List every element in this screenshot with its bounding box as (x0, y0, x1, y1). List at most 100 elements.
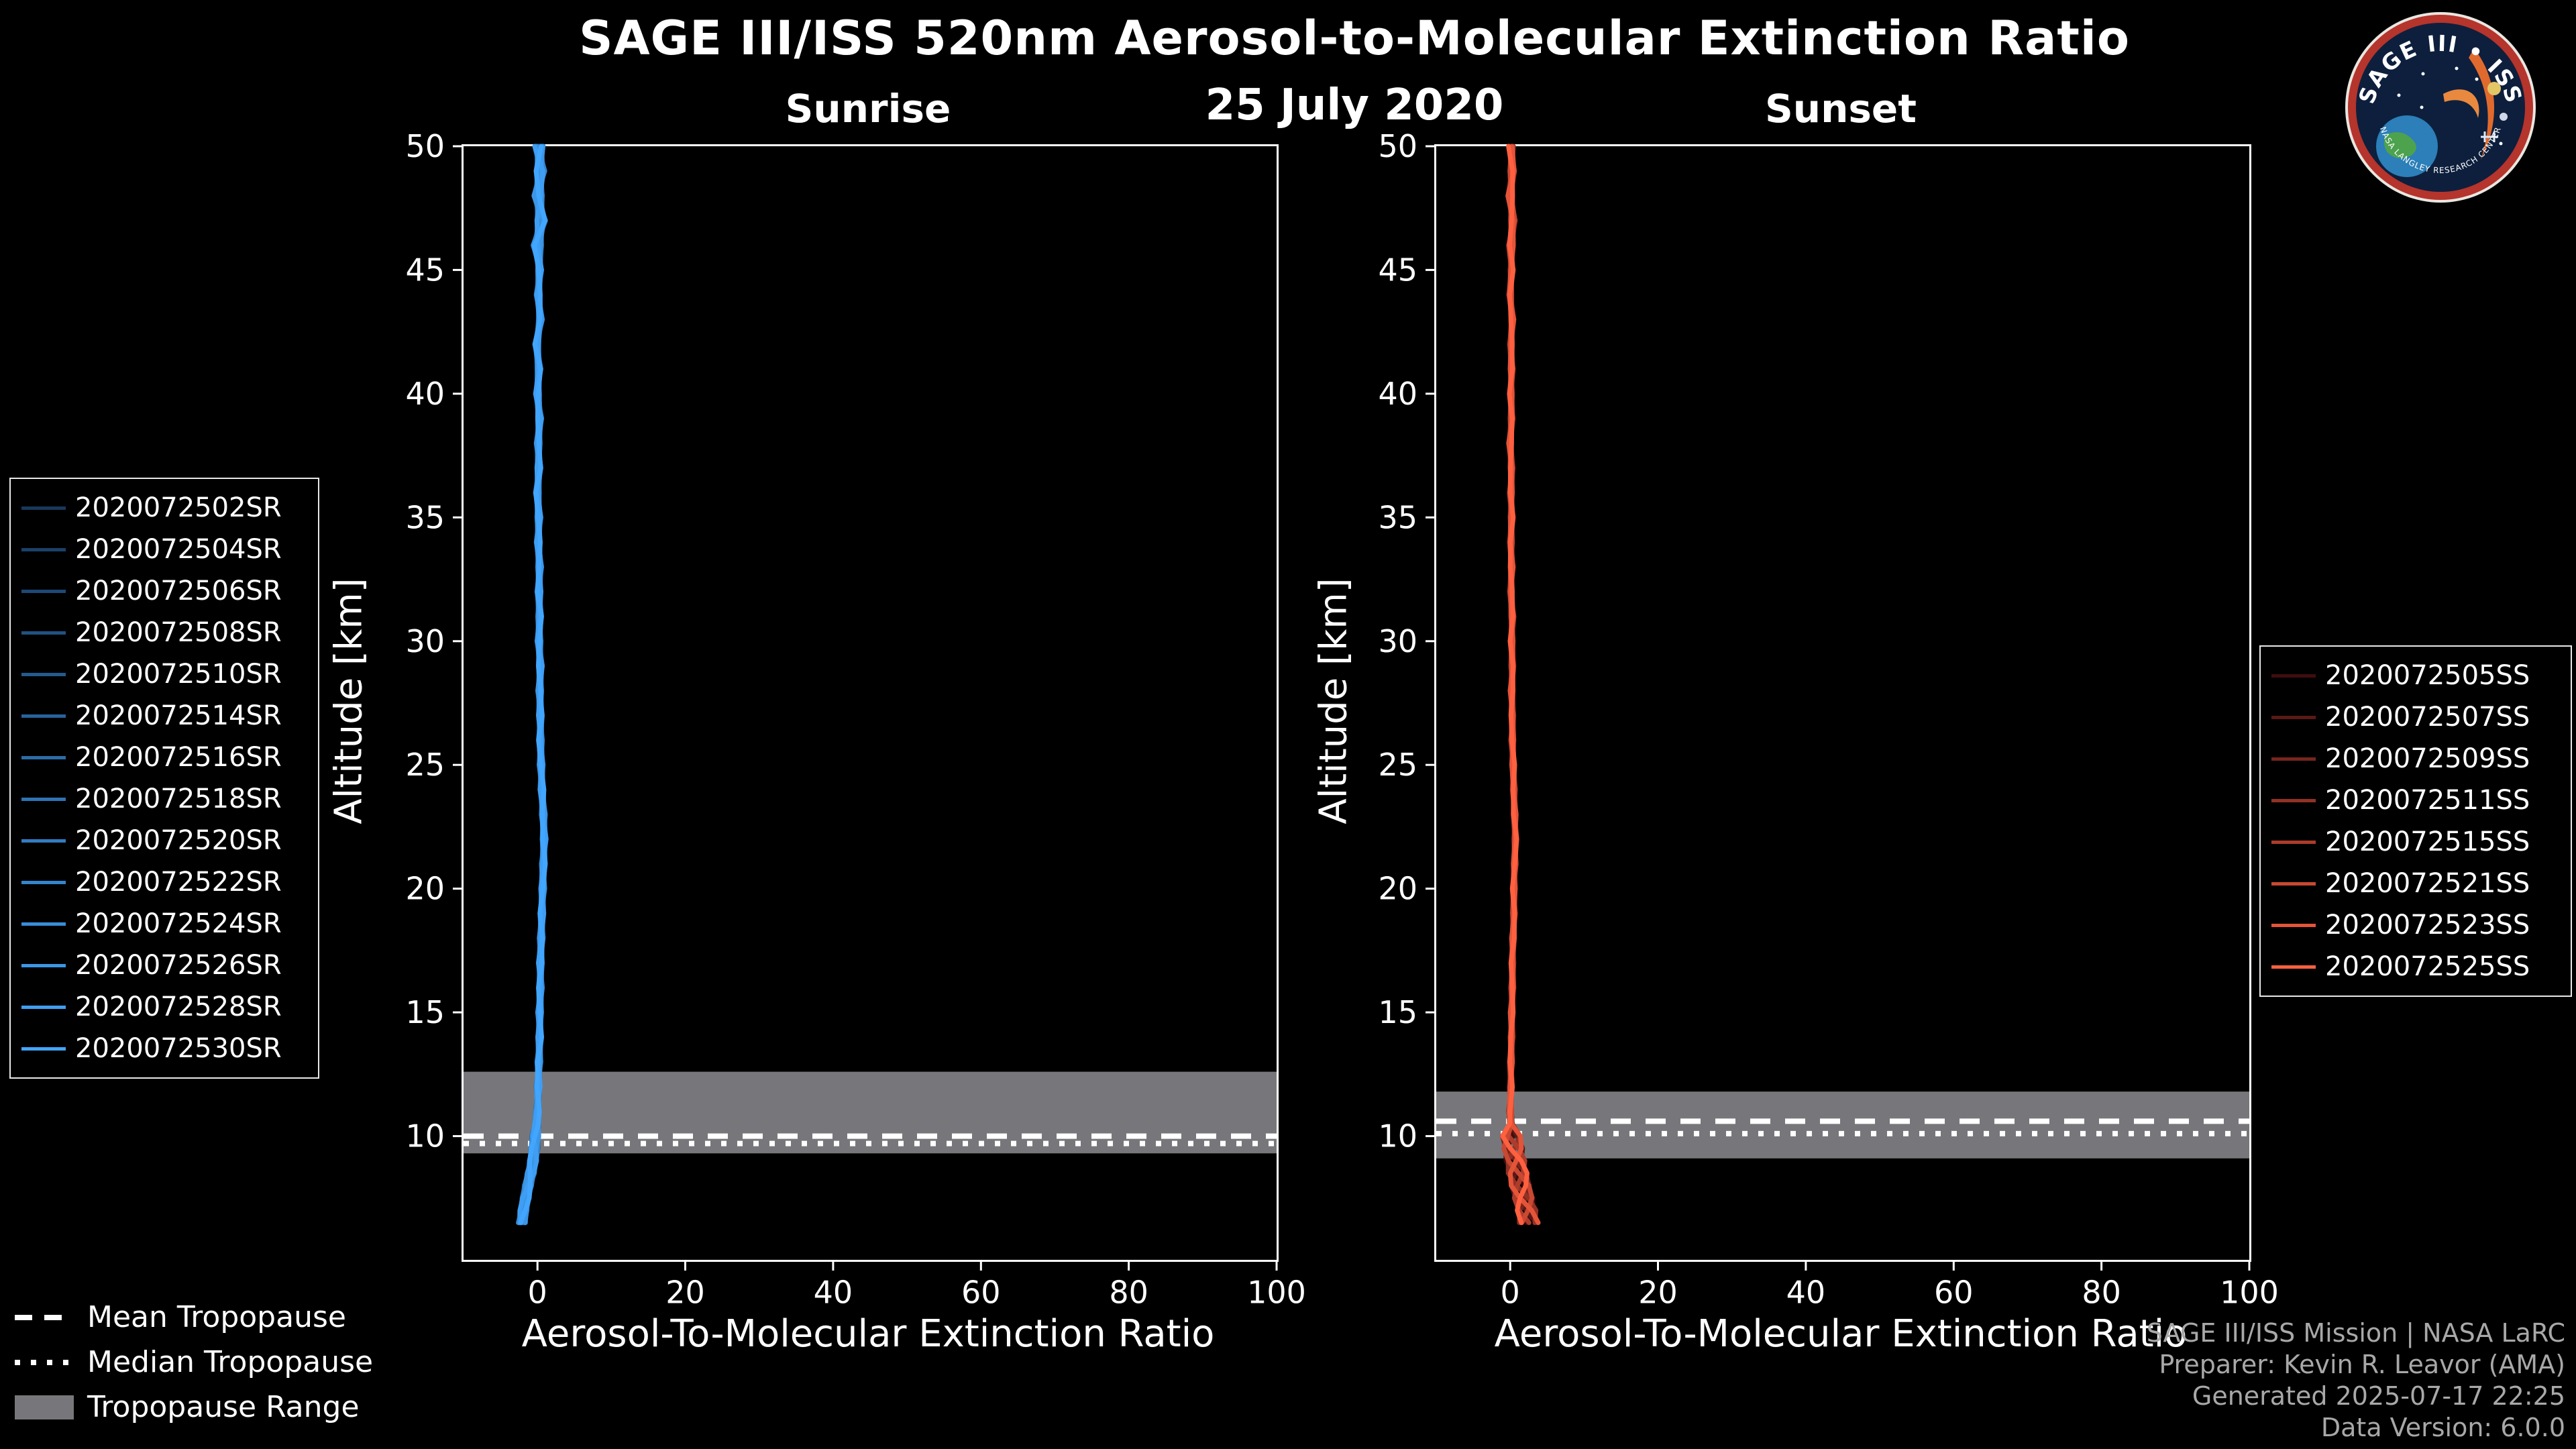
logo-figure (2469, 48, 2495, 160)
legend-label: 2020072506SR (75, 576, 282, 606)
legend-label: 2020072518SR (75, 784, 282, 814)
legend-color-swatch (2271, 881, 2316, 885)
legend-entry: 2020072508SR (21, 612, 307, 653)
y-tick-label: 40 (405, 376, 445, 412)
y-tick-label: 20 (405, 871, 445, 907)
credit-line-mission: SAGE III/ISS Mission | NASA LaRC (2146, 1318, 2565, 1348)
dotted-line-swatch (15, 1359, 74, 1365)
y-tick-label: 35 (1378, 499, 1417, 535)
y-tick-label: 10 (1378, 1118, 1417, 1155)
legend-color-swatch (21, 506, 66, 510)
credit-line-generated: Generated 2025-07-17 22:25 (2192, 1381, 2565, 1411)
figure-title: SAGE III/ISS 520nm Aerosol-to-Molecular … (579, 11, 2130, 66)
credits: SAGE III/ISS Mission | NASA LaRC Prepare… (2147, 1318, 2565, 1444)
legend-label: 2020072507SS (2325, 702, 2530, 733)
legend-label: 2020072525SS (2325, 951, 2530, 982)
legend-color-swatch (21, 547, 66, 551)
y-tick-label: 25 (405, 747, 445, 783)
mean-tropopause-label: Mean Tropopause (87, 1300, 346, 1334)
y-tick-label: 30 (405, 623, 445, 659)
legend-color-swatch (2271, 757, 2316, 761)
legend-entry: 2020072505SS (2271, 655, 2560, 696)
logo-earth-land (2384, 132, 2416, 158)
median-tropopause-label: Median Tropopause (87, 1345, 374, 1379)
sunset-panel-title: Sunset (1765, 86, 1917, 131)
sunset-y-axis-label: Altitude [km] (1311, 578, 1356, 824)
y-tick-label: 20 (1378, 871, 1417, 907)
legend-color-swatch (2271, 798, 2316, 802)
logo-stars (2397, 66, 2503, 146)
mean-tropopause-legend-item: Mean Tropopause (15, 1300, 373, 1334)
x-tick-label: 60 (1934, 1274, 1974, 1310)
sunrise-legend: 2020072502SR 2020072504SR 2020072506SR 2020… (9, 478, 319, 1079)
range-band-swatch (15, 1395, 74, 1419)
legend-entry: 2020072506SR (21, 570, 307, 612)
legend-color-swatch (21, 714, 66, 718)
legend-color-swatch (21, 880, 66, 884)
legend-label: 2020072515SS (2325, 826, 2530, 857)
legend-color-swatch (21, 755, 66, 759)
x-tick-label: 80 (1109, 1274, 1148, 1310)
legend-color-swatch (21, 672, 66, 676)
legend-label: 2020072522SR (75, 867, 282, 898)
x-tick-label: 20 (1638, 1274, 1678, 1310)
legend-label: 2020072508SR (75, 617, 282, 648)
credit-line-version: Data Version: 6.0.0 (2320, 1413, 2565, 1442)
y-tick-label: 30 (1378, 623, 1417, 659)
sunrise-y-axis-label: Altitude [km] (327, 578, 371, 824)
legend-label: 2020072523SS (2325, 910, 2530, 941)
legend-label: 2020072511SS (2325, 785, 2530, 816)
legend-color-swatch (21, 963, 66, 967)
x-tick-label: 0 (1501, 1274, 1520, 1310)
legend-entry: 2020072520SR (21, 820, 307, 861)
profile-line (518, 144, 548, 1226)
legend-label: 2020072502SR (75, 492, 282, 523)
legend-entry: 2020072514SR (21, 695, 307, 737)
sage-iss-logo: SAGE III • ISS NASA LANGLEY RESEARCH CEN… (2345, 12, 2536, 203)
y-tick-label: 15 (405, 994, 445, 1030)
sunset-legend: 2020072505SS 2020072507SS 2020072509SS 2020… (2259, 645, 2572, 997)
legend-color-swatch (21, 631, 66, 635)
logo-iss (2481, 131, 2498, 142)
legend-entry: 2020072526SR (21, 945, 307, 986)
legend-entry: 2020072511SS (2271, 780, 2560, 821)
y-tick-label: 25 (1378, 747, 1417, 783)
logo-figure-arm (2443, 89, 2479, 118)
legend-label: 2020072528SR (75, 991, 282, 1022)
legend-entry: 2020072509SS (2271, 738, 2560, 780)
legend-label: 2020072509SS (2325, 743, 2530, 774)
y-tick-label: 50 (405, 128, 445, 164)
y-tick-label: 50 (1378, 128, 1417, 164)
x-tick-label: 100 (1247, 1274, 1306, 1310)
logo-moon (2487, 82, 2501, 95)
sunrise-plot: 0 20 40 60 80 100 10 15 20 25 30 35 40 45 50 (405, 128, 1305, 1310)
legend-entry: 2020072530SR (21, 1028, 307, 1069)
legend-label: 2020072521SS (2325, 868, 2530, 899)
legend-entry: 2020072524SR (21, 903, 307, 945)
legend-label: 2020072505SS (2325, 660, 2530, 691)
x-tick-label: 40 (814, 1274, 853, 1310)
legend-entry: 2020072528SR (21, 986, 307, 1028)
sunrise-plot-canvas: 0 20 40 60 80 100 10 15 20 25 30 35 40 45 50 (405, 128, 1305, 1310)
legend-label: 2020072510SR (75, 659, 282, 690)
sunrise-x-axis-label: Aerosol-To-Molecular Extinction Ratio (521, 1312, 1215, 1356)
y-tick-label: 45 (405, 252, 445, 288)
tropopause-range-band (464, 1071, 1277, 1154)
legend-label: 2020072530SR (75, 1033, 282, 1064)
profile-line (517, 144, 549, 1226)
tropopause-range-label: Tropopause Range (87, 1390, 360, 1424)
legend-color-swatch (2271, 674, 2316, 678)
legend-label: 2020072504SR (75, 534, 282, 565)
sunset-x-axis-label: Aerosol-To-Molecular Extinction Ratio (1494, 1312, 2188, 1356)
legend-entry: 2020072507SS (2271, 696, 2560, 738)
legend-label: 2020072524SR (75, 908, 282, 939)
legend-color-swatch (21, 1005, 66, 1009)
legend-label: 2020072526SR (75, 950, 282, 981)
y-tick-label: 10 (405, 1118, 445, 1155)
median-tropopause-legend-item: Median Tropopause (15, 1345, 373, 1379)
y-tick-label: 35 (405, 499, 445, 535)
legend-color-swatch (2271, 923, 2316, 927)
legend-entry: 2020072525SS (2271, 946, 2560, 987)
sunrise-panel-title: Sunrise (785, 86, 951, 131)
